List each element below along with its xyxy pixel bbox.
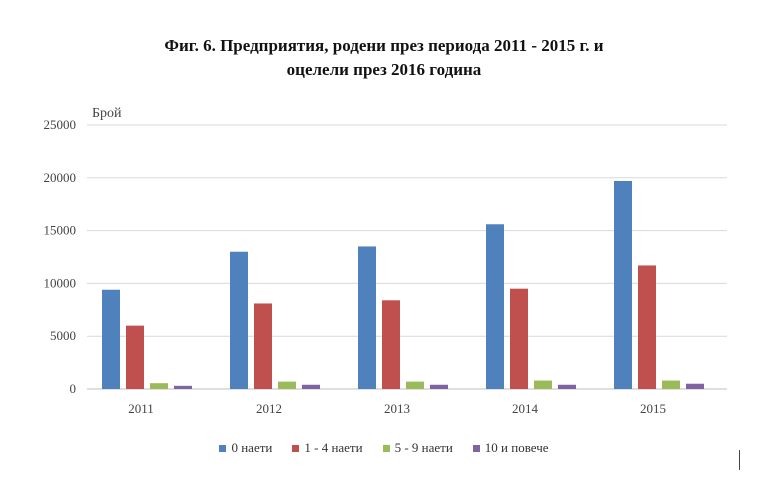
x-tick-label: 2012	[256, 401, 282, 416]
bar	[230, 251, 248, 389]
legend-label: 1 - 4 наети	[304, 440, 363, 455]
legend-swatch	[292, 444, 300, 452]
legend-item: 10 и повече	[472, 440, 549, 456]
y-tick-label: 0	[70, 381, 77, 396]
bar	[150, 383, 168, 389]
chart-title-line-1: Фиг. 6. Предприятия, родени през периода…	[164, 36, 604, 55]
chart-title: Фиг. 6. Предприятия, родени през периода…	[0, 34, 768, 82]
legend-label: 5 - 9 наети	[394, 440, 453, 455]
y-tick-label: 20000	[44, 170, 77, 185]
chart-title-line-2: оцелели през 2016 година	[286, 60, 482, 79]
bar	[558, 384, 576, 389]
x-tick-label: 2015	[640, 401, 666, 416]
bar	[358, 246, 376, 389]
y-tick-label: 5000	[50, 328, 76, 343]
y-tick-label: 10000	[44, 275, 77, 290]
bar	[278, 381, 296, 389]
text-cursor-icon	[739, 450, 740, 470]
y-axis-label: Брой	[92, 106, 122, 121]
x-tick-label: 2011	[128, 401, 154, 416]
bar	[254, 303, 272, 389]
bar	[302, 384, 320, 389]
legend-item: 0 наети	[219, 440, 272, 456]
bar	[614, 180, 632, 389]
chart-legend: 0 наети 1 - 4 наети 5 - 9 наети 10 и повече	[0, 440, 768, 456]
bar	[102, 289, 120, 389]
legend-swatch	[472, 444, 480, 452]
legend-swatch	[219, 444, 227, 452]
legend-item: 5 - 9 наети	[382, 440, 453, 456]
legend-item: 1 - 4 наети	[292, 440, 363, 456]
bar	[126, 325, 144, 389]
bar	[638, 265, 656, 389]
x-tick-label: 2014	[512, 401, 539, 416]
bar	[382, 300, 400, 389]
y-tick-label: 15000	[44, 223, 77, 238]
bar	[486, 224, 504, 389]
x-tick-label: 2013	[384, 401, 410, 416]
bar	[686, 383, 704, 389]
y-tick-label: 25000	[44, 117, 77, 132]
bar	[430, 384, 448, 389]
legend-label: 10 и повече	[484, 440, 549, 455]
bar	[174, 385, 192, 389]
legend-label: 0 наети	[231, 440, 273, 455]
bar	[510, 288, 528, 389]
bar	[534, 380, 552, 389]
bar	[406, 381, 424, 389]
bar	[662, 380, 680, 389]
legend-swatch	[382, 444, 390, 452]
